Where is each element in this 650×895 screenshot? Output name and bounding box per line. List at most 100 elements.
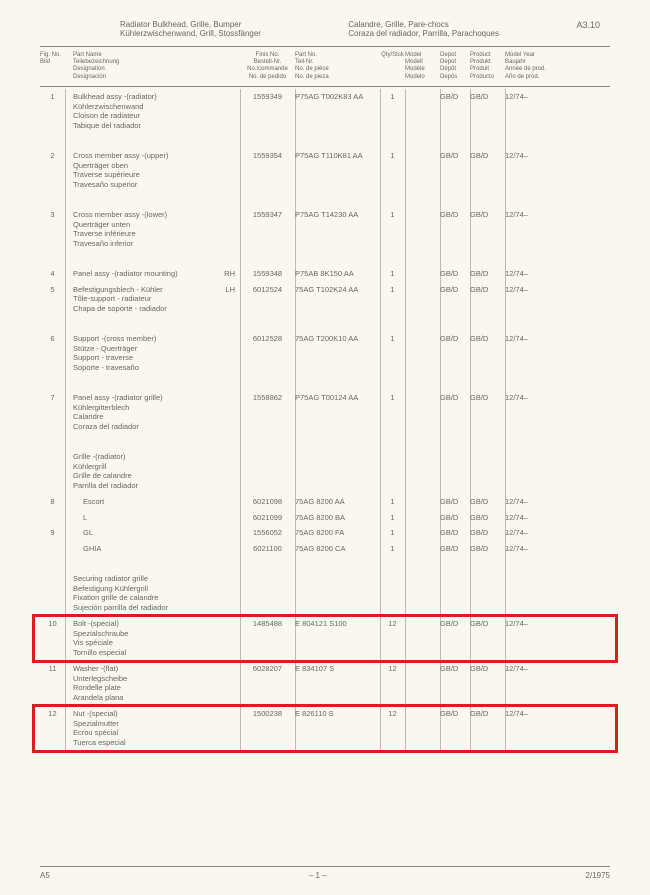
- header-block: Radiator Bulkhead, Grille, Bumper Kühler…: [120, 20, 610, 38]
- cell-rhlh: [215, 92, 240, 131]
- cell-qty: 1: [380, 269, 405, 279]
- cell-year: 12/74–: [505, 513, 555, 523]
- cell-model: [405, 544, 440, 554]
- header-col-2: Calandre, Grille, Pare-chocs Coraza del …: [348, 20, 576, 38]
- cell-qty: 1: [380, 334, 405, 373]
- cell-depot: GB/D: [440, 497, 470, 507]
- cell-depot: GB/D: [440, 334, 470, 373]
- cell-fig: 8: [40, 497, 65, 507]
- cell-finis: 6021099: [240, 513, 295, 523]
- cell-finis: 1559347: [240, 210, 295, 249]
- cell-model: [405, 528, 440, 538]
- cell-qty: 1: [380, 544, 405, 554]
- cell-finis: 1559354: [240, 151, 295, 190]
- table-row: 11Washer -(flat)UnterlegscheibeRondelle …: [40, 661, 610, 706]
- rows-container: 1Bulkhead assy -(radiator)Kühlerzwischen…: [40, 89, 610, 751]
- cell-finis: 6028207: [240, 664, 295, 703]
- cell-year: [505, 452, 555, 491]
- cell-part: [295, 574, 380, 613]
- table-row: L602109975AG 8200 BA1GB/DGB/D12/74–: [40, 510, 610, 526]
- cell-year: 12/74–: [505, 92, 555, 131]
- cell-depot: GB/D: [440, 528, 470, 538]
- cell-finis: 1559348: [240, 269, 295, 279]
- cell-product: GB/D: [470, 334, 505, 373]
- cell-finis: 1556052: [240, 528, 295, 538]
- divider: [40, 46, 610, 47]
- cell-rhlh: [215, 528, 240, 538]
- table-row: 9GL155605275AG 8200 FA1GB/DGB/D12/74–: [40, 525, 610, 541]
- cell-depot: GB/D: [440, 513, 470, 523]
- cell-product: GB/D: [470, 92, 505, 131]
- cell-name: Befestigungsblech - KühlerTôle-support -…: [65, 285, 215, 314]
- cell-fig: 1: [40, 92, 65, 131]
- footer-right: 2/1975: [586, 871, 610, 880]
- cell-finis: 1559349: [240, 92, 295, 131]
- cell-rhlh: [215, 151, 240, 190]
- cell-fig: 2: [40, 151, 65, 190]
- colhead-name: Part NameTeilebezeichnungDesignationDesi…: [65, 52, 215, 81]
- colhead-year: Model YearBaujahrAnnée de prod.Año de pr…: [505, 52, 555, 81]
- cell-depot: GB/D: [440, 393, 470, 432]
- cell-model: [405, 151, 440, 190]
- cell-fig: 4: [40, 269, 65, 279]
- cell-qty: 1: [380, 497, 405, 507]
- cell-product: GB/D: [470, 664, 505, 703]
- table-row: 4Panel assy -(radiator mounting)RH155934…: [40, 266, 610, 282]
- cell-qty: 12: [380, 709, 405, 748]
- cell-depot: GB/D: [440, 92, 470, 131]
- footer-left: A5: [40, 871, 50, 880]
- cell-model: [405, 269, 440, 279]
- cell-part: E 826110 S: [295, 709, 380, 748]
- cell-qty: 12: [380, 664, 405, 703]
- cell-fig: 5: [40, 285, 65, 314]
- cell-fig: [40, 452, 65, 491]
- colhead-depot: DepotDepotDépôtDepós: [440, 52, 470, 81]
- cell-depot: GB/D: [440, 285, 470, 314]
- cell-model: [405, 92, 440, 131]
- cell-model: [405, 210, 440, 249]
- cell-year: 12/74–: [505, 334, 555, 373]
- cell-product: GB/D: [470, 709, 505, 748]
- cell-part: P75AB 8K150 AA: [295, 269, 380, 279]
- cell-name: Nut -(special)SpezialmutterEcrou spécial…: [65, 709, 215, 748]
- cell-rhlh: [215, 544, 240, 554]
- cell-product: GB/D: [470, 285, 505, 314]
- cell-rhlh: [215, 452, 240, 491]
- colhead-part: Part No.Teil-Nr.No. de pièceNo. de pieza: [295, 52, 380, 81]
- cell-depot: [440, 452, 470, 491]
- cell-name: Panel assy -(radiator mounting): [65, 269, 215, 279]
- table-row: 8Escort602109875AG 8200 AA1GB/DGB/D12/74…: [40, 494, 610, 510]
- cell-product: GB/D: [470, 544, 505, 554]
- colhead-model: ModelModellModèleModelo: [405, 52, 440, 81]
- cell-name: Grille -(radiator)KühlergrillGrille de c…: [65, 452, 215, 491]
- cell-name: GHIA: [65, 544, 215, 554]
- cell-finis: 6012524: [240, 285, 295, 314]
- cell-product: GB/D: [470, 393, 505, 432]
- cell-year: 12/74–: [505, 497, 555, 507]
- cell-model: [405, 574, 440, 613]
- cell-product: [470, 574, 505, 613]
- cell-rhlh: RH: [215, 269, 240, 279]
- cell-name: L: [65, 513, 215, 523]
- cell-qty: 1: [380, 528, 405, 538]
- cell-product: GB/D: [470, 151, 505, 190]
- cell-part: E 834107 S: [295, 664, 380, 703]
- cell-part: 75AG 8200 CA: [295, 544, 380, 554]
- cell-product: GB/D: [470, 269, 505, 279]
- cell-year: 12/74–: [505, 210, 555, 249]
- cell-product: GB/D: [470, 497, 505, 507]
- cell-part: P75AG T110K81 AA: [295, 151, 380, 190]
- cell-year: 12/74–: [505, 151, 555, 190]
- cell-finis: 1485488: [240, 619, 295, 658]
- cell-rhlh: [215, 709, 240, 748]
- colhead-finis: Finis No.Bestell-Nr.No./commandeNo. de p…: [240, 52, 295, 81]
- cell-fig: [40, 574, 65, 613]
- cell-year: 12/74–: [505, 269, 555, 279]
- cell-depot: GB/D: [440, 664, 470, 703]
- colhead-qty: Qty/Stck: [380, 52, 405, 81]
- page-footer: A5 – 1 – 2/1975: [40, 866, 610, 880]
- cell-finis: 6012528: [240, 334, 295, 373]
- cell-qty: [380, 452, 405, 491]
- cell-qty: 1: [380, 151, 405, 190]
- cell-fig: 3: [40, 210, 65, 249]
